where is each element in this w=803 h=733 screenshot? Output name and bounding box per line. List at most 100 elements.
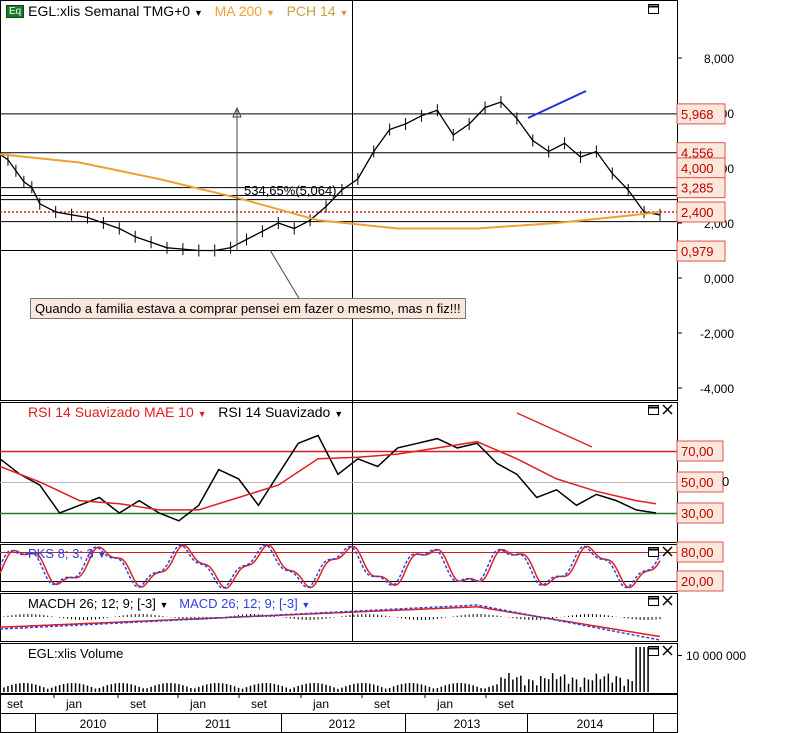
x-axis-month-label: set (498, 697, 515, 711)
volume-label[interactable]: EGL:xlis Volume (28, 646, 124, 661)
pks-close-icon[interactable] (662, 546, 673, 557)
pks-label[interactable]: PKS 8; 3; 3 (28, 546, 94, 561)
pks-series (0, 544, 661, 589)
rsi-maximize-icon[interactable] (648, 405, 659, 415)
price-tag: 2,400 (676, 201, 726, 223)
rsi-stray-label: 0 (722, 474, 730, 489)
macd-series (0, 604, 661, 641)
rsi-axis-tag-box (676, 502, 724, 524)
pks-axis-tag-box (676, 570, 724, 592)
pks-axis-tag: 20,00 (676, 570, 724, 592)
x-axis-month-label: set (130, 697, 147, 711)
annotation-note[interactable]: Quando a familia estava a comprar pensei… (30, 298, 466, 319)
annotation-pointer (269, 249, 301, 301)
symbol-label[interactable]: EGL:xlis Semanal TMG+0 (28, 3, 191, 19)
price-tag-label: 0,979 (681, 244, 714, 259)
volume-maximize-icon[interactable] (648, 646, 659, 656)
red-trendline (516, 412, 593, 448)
price-axis-label: -4,000 (700, 382, 734, 396)
rsi-axis-label: 30,00 (681, 506, 714, 521)
pks-maximize-icon[interactable] (648, 547, 659, 557)
x-axis-year-label: 2011 (205, 717, 231, 731)
pks-axis-tag: 80,00 (676, 541, 724, 563)
pks-header: PKS 8; 3; 3 ▼ (28, 546, 106, 561)
x-axis: set jan set jan set jan set jan set 2010 2011 2012 2… (7, 694, 654, 733)
price-axis-label: 8,000 (704, 52, 734, 66)
price-series (0, 96, 661, 257)
x-axis-month-label: set (7, 697, 24, 711)
rsi-mae-label[interactable]: RSI 14 Suavizado MAE 10 (28, 404, 194, 420)
rsi-axis-tag: 70,00 (676, 440, 724, 462)
x-axis-month-label: set (251, 697, 268, 711)
price-axis-label: 0,000 (704, 272, 734, 286)
ma200-line (0, 153, 661, 230)
equity-badge: Eq (6, 5, 25, 18)
rsi-line (0, 434, 657, 522)
pks-signal-line (0, 544, 661, 589)
rsi-dropdown-icon[interactable]: ▼ (334, 409, 344, 419)
macd-line (0, 604, 661, 641)
x-axis-month-label: set (374, 697, 391, 711)
volume-close-icon[interactable] (662, 645, 673, 656)
price-line (0, 101, 661, 252)
rsi-mae-dropdown-icon[interactable]: ▼ (197, 409, 207, 419)
x-axis-month-label: jan (189, 697, 206, 711)
x-axis-year-label: 2010 (80, 717, 107, 731)
macd-dropdown-icon[interactable]: ▼ (301, 600, 311, 610)
price-tag: 0,979 (676, 240, 726, 262)
measure-arrow-head (232, 106, 242, 118)
pks-axis-tag-box (676, 541, 724, 563)
rsi-axis-tag-box (676, 440, 724, 462)
rsi-axis-tag: 50,00 (676, 471, 724, 493)
price-maximize-icon[interactable] (648, 4, 659, 14)
macd-close-icon[interactable] (662, 595, 673, 606)
price-tag-label: 2,400 (681, 205, 714, 220)
x-axis-month-label: jan (436, 697, 453, 711)
price-tag-label: 4,556 (681, 146, 714, 161)
price-tag: 3,285 (676, 177, 726, 199)
rsi-axis: 70,00 50,00 30,00 (676, 440, 724, 524)
macdh-dropdown-icon[interactable]: ▼ (159, 600, 169, 610)
pks-axis-label: 80,00 (681, 545, 714, 560)
pks-axis-label: 20,00 (681, 574, 714, 589)
measure-label: 534,65%(5,064) (244, 183, 337, 198)
pks-axis: 80,00 20,00 (676, 541, 724, 592)
pch-label[interactable]: PCH 14 (286, 3, 336, 19)
rsi-header: RSI 14 Suavizado MAE 10 ▼ RSI 14 Suaviza… (28, 404, 343, 420)
price-tag-label: 3,285 (681, 181, 714, 196)
ma-dropdown-icon[interactable]: ▼ (265, 8, 275, 18)
macd-label[interactable]: MACD 26; 12; 9; [-3] (179, 596, 298, 611)
macd-header: MACDH 26; 12; 9; [-3] ▼ MACD 26; 12; 9; … (28, 596, 310, 611)
macd-panel-frame (0, 593, 678, 642)
pks-line (0, 544, 661, 589)
macdh-label[interactable]: MACDH 26; 12; 9; [-3] (28, 596, 156, 611)
price-tag-box (676, 177, 726, 199)
price-tag-label: 5,968 (681, 107, 714, 122)
price-header: Eq EGL:xlis Semanal TMG+0 ▼ MA 200 ▼ PCH… (6, 3, 348, 19)
price-axis-label: -2,000 (700, 327, 734, 341)
symbol-dropdown-icon[interactable]: ▼ (194, 8, 203, 18)
volume-series (0, 647, 649, 692)
support-lines (0, 113, 677, 251)
price-tag-box (676, 240, 726, 262)
pch-dropdown-icon[interactable]: ▼ (339, 8, 349, 18)
x-axis-year-label: 2014 (577, 717, 604, 731)
rsi-series (0, 434, 657, 522)
blue-trendline (527, 90, 587, 119)
rsi-label[interactable]: RSI 14 Suavizado (218, 404, 331, 420)
volume-header: EGL:xlis Volume (28, 646, 123, 661)
x-axis-year-label: 2012 (329, 717, 356, 731)
x-axis-month-label: jan (65, 697, 82, 711)
rsi-axis-label: 70,00 (681, 444, 714, 459)
ma-label[interactable]: MA 200 (214, 3, 263, 19)
macd-maximize-icon[interactable] (648, 596, 659, 606)
rsi-close-icon[interactable] (662, 404, 673, 415)
rsi-mae-line (0, 440, 657, 511)
pks-dropdown-icon[interactable]: ▼ (97, 550, 107, 560)
price-tag-label: 4,000 (681, 161, 714, 176)
rsi-axis-label: 50,00 (681, 475, 714, 490)
rsi-axis-tag: 30,00 (676, 502, 724, 524)
price-tag: 4,000 (676, 157, 726, 179)
